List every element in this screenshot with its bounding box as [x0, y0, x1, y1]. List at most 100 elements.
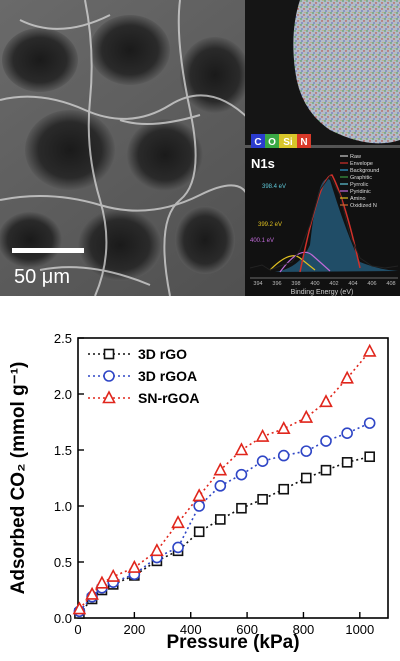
xps-x-ticks: 394 396 398 400 402 404 406 408: [253, 281, 395, 287]
xps-x-tick: 396: [272, 281, 281, 287]
data-point-triangle: [192, 488, 207, 502]
x-tick-label: 600: [236, 622, 258, 637]
xps-amino-peak: [269, 255, 316, 271]
data-point-triangle: [150, 543, 164, 557]
data-point-square: [320, 464, 332, 476]
data-point-circle: [172, 541, 184, 554]
legend-label: SN-rGOA: [138, 390, 199, 406]
map-label: N1s: [251, 156, 275, 171]
x-tick-label: 800: [293, 622, 315, 637]
data-point-triangle: [319, 394, 333, 408]
y-tick-label: 1.0: [54, 499, 72, 514]
eds-elemental-map: [293, 0, 400, 144]
element-legend: C O Si N: [251, 134, 311, 148]
legend-label: 3D rGO: [138, 346, 187, 362]
data-point-circle: [256, 455, 269, 467]
xps-x-tick: 408: [386, 281, 395, 287]
data-point-triangle: [340, 370, 354, 384]
sem-image: C O Si N N1s Raw Envelope Background Gra…: [0, 0, 400, 296]
x-tick-label: 200: [124, 622, 146, 637]
data-point-triangle: [276, 420, 291, 435]
svg-text:Raw: Raw: [350, 154, 361, 160]
legend-item-sn-rgoa: SN-rGOA: [88, 390, 199, 406]
element-legend-c: C: [254, 137, 261, 148]
element-legend-n-swatch: [297, 134, 311, 148]
xps-fill: [275, 178, 398, 272]
data-point-square: [364, 451, 375, 463]
x-tick-label: 0: [74, 622, 81, 637]
data-point-circle: [300, 445, 313, 457]
data-point-triangle: [213, 462, 228, 476]
x-tick-label: 1000: [345, 622, 374, 637]
data-point-square: [257, 493, 268, 505]
series-sn-rgoa: [72, 343, 377, 615]
xps-x-tick: 404: [348, 281, 357, 287]
xps-x-tick: 400: [310, 281, 319, 287]
svg-text:Amino: Amino: [350, 196, 366, 202]
axis-ticks: 0 200 400 600 800 1000 0.0 0.5 1.0 1.5 2.0 2.5: [54, 331, 374, 637]
y-tick-label: 0.5: [54, 555, 72, 570]
xps-legend-envelope: Envelope: [340, 161, 373, 167]
data-point-circle: [193, 500, 205, 512]
xps-x-axis-label: Binding Energy (eV): [291, 289, 354, 296]
element-legend-si: Si: [283, 137, 293, 148]
data-point-square: [103, 348, 115, 360]
sem-pores: [0, 15, 250, 281]
data-point-circle: [341, 427, 353, 439]
element-legend-o-swatch: [265, 134, 279, 148]
data-point-square: [300, 472, 312, 484]
data-point-triangle: [72, 601, 87, 615]
legend-item-3d-rgoa: 3D rGOA: [88, 368, 197, 384]
y-tick-label: 2.5: [54, 331, 72, 346]
series-line: [78, 422, 371, 612]
svg-text:Pyridinic: Pyridinic: [350, 189, 371, 195]
plot-area-frame: [77, 337, 389, 619]
chart-svg: 0 200 400 600 800 1000 0.0 0.5 1.0 1.5 2.0 2.5 3D r…: [8, 331, 389, 653]
xps-x-tick: 406: [367, 281, 376, 287]
data-point-circle: [103, 370, 115, 382]
y-tick-label: 2.0: [54, 387, 72, 402]
xps-legend: Raw Envelope Background Graphitic Pyrrol…: [340, 154, 379, 209]
x-axis-title: Pressure (kPa): [166, 632, 299, 653]
data-point-square: [341, 457, 353, 468]
xps-peak-label-3: 400.1 eV: [250, 238, 274, 244]
xps-raw-data: [249, 175, 399, 271]
xps-legend-amino: Amino: [340, 196, 366, 202]
svg-text:Background: Background: [350, 168, 379, 174]
data-point-triangle: [255, 428, 270, 442]
data-point-triangle: [85, 586, 99, 600]
series-line: [78, 350, 371, 610]
legend-item-3d-rgo: 3D rGO: [88, 346, 187, 362]
xps-peak-label-1: 398.4 eV: [262, 184, 286, 190]
xps-x-tick: 394: [253, 281, 262, 287]
y-tick-label: 1.5: [54, 443, 72, 458]
svg-text:Pyrrolic: Pyrrolic: [350, 182, 369, 188]
co2-isotherm-chart: 0 200 400 600 800 1000 0.0 0.5 1.0 1.5 2.0 2.5 3D r…: [0, 296, 400, 656]
element-legend-n: N: [300, 137, 307, 148]
data-point-square: [193, 526, 205, 538]
data-point-circle: [320, 435, 332, 447]
data-point-triangle: [171, 515, 185, 529]
scale-bar-label: 50 μm: [14, 266, 70, 288]
x-tick-label: 400: [180, 622, 202, 637]
svg-text:Oxidized N: Oxidized N: [350, 203, 377, 209]
xps-legend-pyridinic: Pyridinic: [340, 189, 371, 195]
xps-x-tick: 402: [329, 281, 338, 287]
data-point-triangle: [127, 559, 142, 573]
data-point-triangle: [106, 568, 121, 582]
xps-peak-label-2: 399.2 eV: [258, 222, 282, 228]
svg-text:Graphitic: Graphitic: [350, 175, 372, 181]
xps-legend-background: Background: [340, 168, 379, 174]
data-point-circle: [214, 480, 227, 492]
chart-legend: 3D rGO 3D rGOA SN-rGOA: [88, 346, 199, 406]
xps-spectrum: [249, 174, 399, 279]
data-point-circle: [235, 468, 248, 481]
xps-x-tick: 398: [291, 281, 300, 287]
xps-legend-oxidized-n: Oxidized N: [340, 203, 377, 209]
xps-envelope: [299, 174, 361, 273]
series-line: [78, 455, 370, 615]
y-axis-title: Adsorbed CO₂ (mmol g⁻¹): [8, 362, 29, 595]
sem-micrograph-panel: C O Si N N1s Raw Envelope Background Gra…: [0, 0, 400, 296]
data-point-triangle: [299, 409, 314, 423]
data-point-triangle: [234, 442, 249, 456]
